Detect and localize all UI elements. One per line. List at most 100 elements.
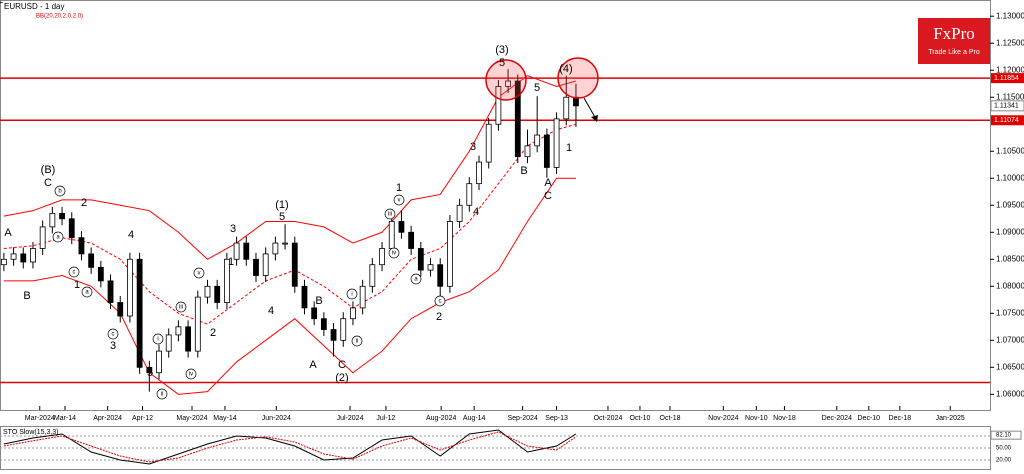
candle-body: [495, 86, 502, 125]
candle-body: [233, 242, 240, 260]
x-tick-label: Jul-2024: [337, 415, 364, 422]
wave-circle: [81, 286, 93, 298]
x-tick-label: Nov-18: [773, 415, 796, 422]
candle-body: [272, 242, 279, 255]
wave-circle: [52, 231, 64, 243]
x-tick-label: Oct-18: [660, 415, 681, 422]
y-tick-label: 1.09500: [996, 200, 1024, 209]
wave-label: 2: [0, 0, 3, 6]
wave-sublabel: c: [112, 332, 115, 338]
candle-body: [553, 118, 560, 168]
wave-label: A: [309, 359, 317, 371]
candle-body: [282, 242, 288, 245]
wave-circle: [434, 295, 446, 307]
x-tick-label: Sep-2024: [507, 415, 537, 422]
wave-label: 5: [147, 367, 153, 379]
candle-body: [408, 231, 415, 249]
candle-body: [10, 253, 17, 260]
wave-circle: [68, 266, 80, 278]
candle-body: [320, 318, 327, 330]
wave-circle: [107, 328, 119, 340]
candle-body: [524, 145, 531, 158]
wave-label: A: [544, 177, 552, 189]
level-label: 1.11074: [994, 117, 1019, 124]
candle-body: [146, 366, 153, 374]
x-tick-label: Oct-2024: [594, 415, 623, 422]
candle-body: [350, 307, 356, 320]
highlight-circle: [485, 59, 527, 101]
wave-label: 2: [81, 197, 87, 209]
logo-name: FxPro: [933, 24, 975, 43]
candle-body: [136, 258, 143, 368]
indicator-label: BB(20,20,2.0,2.0): [36, 14, 83, 20]
y-tick-label: 1.13000: [996, 11, 1024, 20]
candle-body: [97, 266, 104, 282]
wave-sublabel: ii: [161, 392, 164, 398]
y-tick-label: 1.10000: [996, 173, 1024, 182]
candle-body: [466, 183, 473, 206]
band-upper: [3, 75, 577, 260]
wave-sublabel: iv: [189, 372, 193, 378]
candle-body: [30, 248, 36, 263]
wave-sublabel: iii: [179, 305, 183, 311]
candle-body: [427, 264, 434, 271]
wave-label: 5: [499, 57, 505, 69]
sto-d: [3, 431, 577, 463]
wave-circle: [351, 335, 363, 347]
candle-body: [514, 80, 521, 158]
wave-label: 3: [230, 223, 236, 235]
wave-circle: [175, 301, 187, 313]
candle-body: [417, 248, 424, 271]
y-tick-label: 1.06000: [996, 389, 1024, 398]
candle-body: [127, 258, 133, 317]
wave-sublabel: b: [58, 189, 62, 195]
y-tick-label: 1.07000: [996, 335, 1024, 344]
y-tick-label: 1.08500: [996, 254, 1024, 263]
wave-label: 5: [279, 211, 285, 223]
candle-body: [476, 161, 482, 185]
forecast-arrowhead: [591, 115, 598, 122]
candle-body: [78, 237, 85, 255]
sto-value-label: 82.10: [996, 433, 1012, 439]
wave-sublabel: v: [398, 198, 401, 204]
x-tick-label: Oct-10: [629, 415, 650, 422]
sto-tick-label: 50.00: [996, 446, 1012, 452]
forecast-arrow: [583, 97, 597, 120]
y-tick-label: 1.07500: [996, 308, 1024, 317]
wave-circle: [193, 267, 205, 279]
wave-label: 1: [396, 182, 402, 194]
wave-label: 1: [228, 256, 234, 268]
logo-tagline: Trade Like a Pro: [928, 49, 980, 56]
wave-circle: [185, 368, 197, 380]
wave-circle: [54, 185, 66, 197]
wave-label: (2): [335, 372, 348, 384]
wave-circle: [393, 194, 405, 206]
y-tick-label: 1.12000: [996, 65, 1024, 74]
candle-body: [291, 242, 298, 287]
logo-box: [918, 18, 990, 64]
y-tick-label: 1.10500: [996, 146, 1024, 155]
wave-sublabel: iv: [392, 251, 396, 257]
y-tick-label: 1.12500: [996, 38, 1024, 47]
wave-label: B: [315, 295, 322, 307]
level-label-box: [991, 73, 1024, 84]
candle-body: [359, 285, 366, 309]
wave-label: (B): [41, 164, 56, 176]
wave-label: (1): [275, 199, 288, 211]
wave-label: 1: [74, 279, 80, 291]
candle-body: [505, 80, 511, 87]
sto-value-box: [990, 430, 1022, 440]
candle-body: [379, 248, 385, 266]
sto-k: [3, 429, 577, 465]
candle-body: [49, 212, 56, 228]
candle-body: [223, 258, 230, 303]
wave-label: A: [4, 227, 12, 239]
wave-label: (3): [495, 44, 508, 56]
candle-body: [194, 296, 201, 352]
candle-body: [330, 329, 337, 341]
candle-body: [253, 258, 259, 276]
wave-sublabel: a: [414, 277, 418, 283]
wave-label: B: [520, 165, 527, 177]
candle-body: [156, 350, 162, 374]
wave-label: 2: [210, 327, 216, 339]
